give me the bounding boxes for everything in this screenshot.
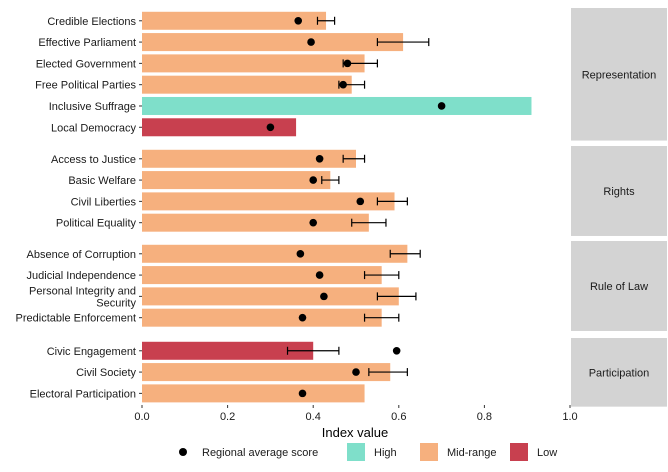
bar-credible-elections [142, 11, 327, 30]
y-tick-label-free-political-parties: Free Political Parties [35, 80, 136, 92]
bar-access-to-justice [142, 149, 356, 168]
bar-effective-parliament [142, 33, 404, 52]
point-political-equality [309, 218, 318, 227]
strip-representation [571, 8, 667, 141]
bar-civic-engagement [142, 341, 314, 360]
strip-label-rule-of-law: Rule of Law [590, 281, 648, 293]
y-tick-label-civil-society: Civil Society [76, 367, 136, 379]
bar-civil-society [142, 363, 391, 382]
legend-label-regional-average-score: Regional average score [202, 447, 318, 459]
y-tick-label-effective-parliament: Effective Parliament [38, 37, 136, 49]
point-credible-elections [294, 16, 303, 25]
y-tick-label-absence-of-corruption: Absence of Corruption [27, 249, 136, 261]
point-effective-parliament [307, 38, 315, 46]
bar-judicial-independence [142, 266, 382, 285]
y-tick-label-personal-integrity-and-security: Personal Integrity and Security [29, 285, 137, 309]
y-tick-label-inclusive-suffrage: Inclusive Suffrage [49, 101, 136, 113]
point-inclusive-suffrage [437, 102, 446, 110]
y-tick-label-line: Security [96, 297, 136, 309]
panel-representation: Representation Credible Elections Effectiv… [35, 8, 667, 141]
legend-key-low [510, 443, 528, 461]
legend-key-mid-range [420, 443, 438, 461]
point-access-to-justice [315, 154, 324, 163]
point-absence-of-corruption [296, 249, 305, 258]
panel-rule-of-law: Rule of Law Absence of Corruption Judicial… [16, 241, 667, 331]
legend-label-low: Low [537, 447, 557, 459]
y-tick-label-elected-government: Elected Government [36, 58, 136, 70]
chart-legend: Regional average score High Mid-range Low [179, 443, 557, 461]
bar-civil-liberties [142, 192, 395, 211]
point-civil-liberties [356, 197, 365, 206]
legend-label-high: High [374, 447, 397, 459]
legend-label-mid-range: Mid-range [447, 447, 497, 459]
y-tick-label-political-equality: Political Equality [56, 218, 137, 230]
legend-key-regional-average-score [179, 448, 187, 456]
bar-basic-welfare [142, 171, 331, 190]
y-tick-label-access-to-justice: Access to Justice [51, 154, 136, 166]
x-tick-label-1-0: 1.0 [562, 411, 577, 423]
y-tick-label-line: Personal Integrity and [29, 285, 136, 297]
point-personal-integrity-and-security [320, 292, 328, 301]
x-tick-label-0-8: 0.8 [477, 411, 492, 423]
bar-elected-government [142, 54, 365, 73]
strip-participation [571, 338, 667, 407]
bar-political-equality [142, 213, 369, 232]
bar-inclusive-suffrage [142, 96, 532, 115]
strip-label-rights: Rights [603, 186, 635, 198]
bar-personal-integrity-and-security [142, 287, 399, 306]
chart-panels: Representation Credible Elections Effectiv… [16, 8, 667, 407]
strip-rule-of-law [571, 241, 667, 331]
y-tick-label-civic-engagement: Civic Engagement [47, 346, 136, 358]
panel-rights: Rights Access to Justice Basic Welfare Civi… [51, 146, 667, 236]
y-tick-label-credible-elections: Credible Elections [47, 16, 136, 28]
bar-electoral-participation [142, 384, 365, 403]
y-tick-label-local-democracy: Local Democracy [51, 122, 136, 134]
point-civil-society [352, 368, 360, 376]
y-tick-label-basic-welfare: Basic Welfare [68, 175, 136, 187]
point-free-political-parties [339, 80, 347, 89]
strip-label-representation: Representation [582, 69, 657, 81]
point-judicial-independence [315, 271, 324, 279]
x-tick-label-0-4: 0.4 [306, 411, 321, 423]
y-tick-label-predictable-enforcement: Predictable Enforcement [16, 313, 136, 325]
legend-key-high [347, 443, 365, 461]
y-tick-label-judicial-independence: Judicial Independence [27, 270, 136, 282]
point-civic-engagement [392, 346, 401, 355]
x-axis-title: Index value [322, 425, 389, 440]
point-predictable-enforcement [298, 313, 307, 322]
x-axis: 0.0 0.2 0.4 0.6 0.8 1.0 [134, 405, 578, 423]
strip-label-participation: Participation [589, 367, 650, 379]
strip-rights [571, 146, 667, 236]
y-tick-label-electoral-participation: Electoral Participation [30, 388, 136, 400]
panel-participation: Participation Civic Engagement Civil Socie… [30, 338, 667, 407]
x-tick-label-0-6: 0.6 [391, 411, 406, 423]
bar-local-democracy [142, 118, 297, 137]
x-tick-label-0-2: 0.2 [220, 411, 235, 423]
bar-absence-of-corruption [142, 244, 408, 263]
point-elected-government [343, 59, 352, 68]
y-tick-label-civil-liberties: Civil Liberties [71, 196, 137, 208]
x-tick-label-0-0: 0.0 [134, 411, 149, 423]
point-electoral-participation [298, 389, 307, 398]
point-basic-welfare [309, 176, 318, 184]
bar-predictable-enforcement [142, 308, 382, 327]
point-local-democracy [266, 123, 275, 132]
bar-free-political-parties [142, 75, 352, 94]
